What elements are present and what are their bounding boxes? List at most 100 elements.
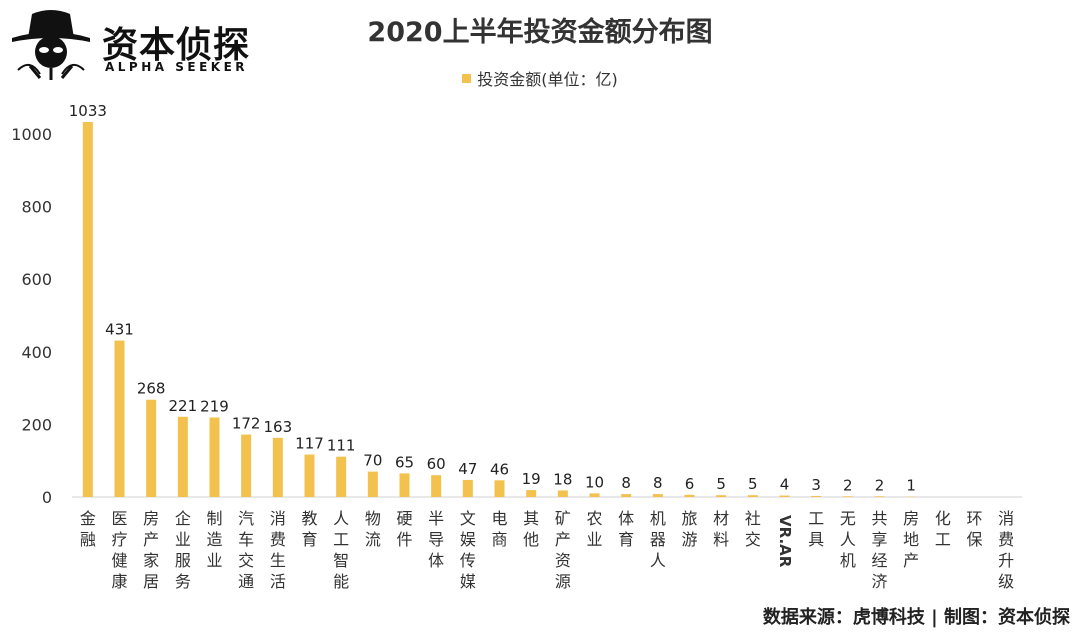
chart-legend: 投资金额(单位：亿) <box>0 66 1080 90</box>
y-axis: 0 200 400 600 800 1000 <box>11 125 52 507</box>
x-tick-label: 矿产资源 <box>555 509 571 591</box>
x-tick-label: 教育 <box>301 509 317 549</box>
logo-english-name: ALPHA SEEKER <box>105 60 249 74</box>
data-label: 431 <box>105 321 134 339</box>
bar <box>146 399 157 497</box>
data-label: 5 <box>716 475 726 493</box>
x-tick-label: 电商 <box>491 509 507 549</box>
bar <box>399 473 410 497</box>
bar <box>621 494 632 497</box>
data-label: 46 <box>490 460 509 478</box>
bar <box>114 340 125 497</box>
bar <box>874 496 885 497</box>
detective-logo-icon <box>12 10 90 80</box>
bar <box>241 434 252 497</box>
y-tick-label: 400 <box>21 343 52 362</box>
bar-series <box>82 122 917 498</box>
x-tick-label: 汽车交通 <box>238 509 254 591</box>
x-tick-label: 环保 <box>966 509 982 549</box>
legend-swatch <box>462 73 472 83</box>
y-tick-label: 1000 <box>11 125 52 144</box>
data-label: 172 <box>232 415 261 433</box>
x-tick-label: 其他 <box>523 509 539 549</box>
bar <box>367 471 378 497</box>
data-label: 1033 <box>69 102 107 120</box>
data-label: 10 <box>585 473 604 491</box>
data-label: 219 <box>200 398 229 416</box>
x-tick-label: VR.AR <box>776 515 794 568</box>
data-label: 2 <box>843 476 853 494</box>
x-tick-label: 化工 <box>935 509 951 549</box>
data-label: 117 <box>295 435 324 453</box>
data-label: 47 <box>458 460 477 478</box>
y-tick-label: 0 <box>42 488 52 507</box>
bar <box>557 490 568 497</box>
x-tick-label: 旅游 <box>681 509 697 549</box>
y-tick-label: 800 <box>21 198 52 217</box>
x-tick-label: 金融 <box>80 509 96 549</box>
data-label: 1 <box>906 477 916 495</box>
source-note: 数据来源：虎博科技 | 制图：资本侦探 <box>762 607 1070 628</box>
y-tick-label: 200 <box>21 415 52 434</box>
bar <box>177 416 188 497</box>
x-tick-label: 社交 <box>745 509 761 549</box>
x-tick-label: 医疗健康 <box>111 509 127 591</box>
bar <box>272 437 283 497</box>
logo-chinese-name: 资本侦探 <box>102 25 251 66</box>
bar <box>336 456 347 497</box>
bar <box>684 494 695 497</box>
x-tick-label: 机器人 <box>650 509 666 570</box>
x-tick-label: 房产家居 <box>143 509 159 591</box>
data-label: 19 <box>522 470 541 488</box>
data-label: 60 <box>427 455 446 473</box>
data-label: 18 <box>553 470 572 488</box>
data-label: 70 <box>363 452 382 470</box>
x-tick-label: 房地产 <box>903 509 919 570</box>
x-tick-label: 消费升级 <box>998 509 1014 591</box>
x-tick-label: 物流 <box>365 509 381 549</box>
x-tick-label: 半导体 <box>428 509 444 570</box>
x-tick-label: 硬件 <box>396 509 412 549</box>
x-tick-label: 材料 <box>713 509 729 549</box>
data-label: 5 <box>748 475 758 493</box>
x-tick-label: 工具 <box>808 509 824 549</box>
y-tick-label: 600 <box>21 270 52 289</box>
data-label: 111 <box>327 437 356 455</box>
bar <box>747 495 758 497</box>
data-label: 2 <box>875 476 885 494</box>
x-tick-label: 企业服务 <box>175 509 191 591</box>
x-tick-label: 文娱传媒 <box>460 509 476 591</box>
data-label: 65 <box>395 453 414 471</box>
data-label: 8 <box>621 474 631 492</box>
x-tick-label: 人工智能 <box>333 509 349 591</box>
data-label: 163 <box>264 418 293 436</box>
legend-label: 投资金额(单位：亿) <box>477 70 618 89</box>
data-label: 221 <box>169 397 198 415</box>
bar <box>589 493 600 497</box>
bar <box>209 417 220 497</box>
bar <box>811 495 822 497</box>
x-tick-label: 体育 <box>618 509 634 549</box>
data-label: 4 <box>780 476 790 494</box>
x-axis-labels: 金融医疗健康房产家居企业服务制造业汽车交通消费生活教育人工智能物流硬件半导体文娱… <box>80 509 1014 591</box>
bar <box>716 495 727 497</box>
data-label: 268 <box>137 380 166 398</box>
bar <box>652 494 663 497</box>
x-tick-label: 制造业 <box>206 509 222 570</box>
bar <box>462 479 473 497</box>
bar <box>526 490 537 497</box>
bar <box>842 496 853 497</box>
bar <box>82 122 93 498</box>
x-tick-label: 无人机 <box>840 509 856 570</box>
bar <box>431 475 442 497</box>
data-label: 3 <box>811 476 821 494</box>
bar <box>494 480 505 497</box>
x-tick-label: 农业 <box>586 509 602 549</box>
data-label: 6 <box>685 475 695 493</box>
chart-title: 2020上半年投资金额分布图 <box>367 17 713 48</box>
bar <box>304 454 315 497</box>
x-tick-label: 共享经济 <box>871 509 887 591</box>
bar <box>779 495 790 497</box>
